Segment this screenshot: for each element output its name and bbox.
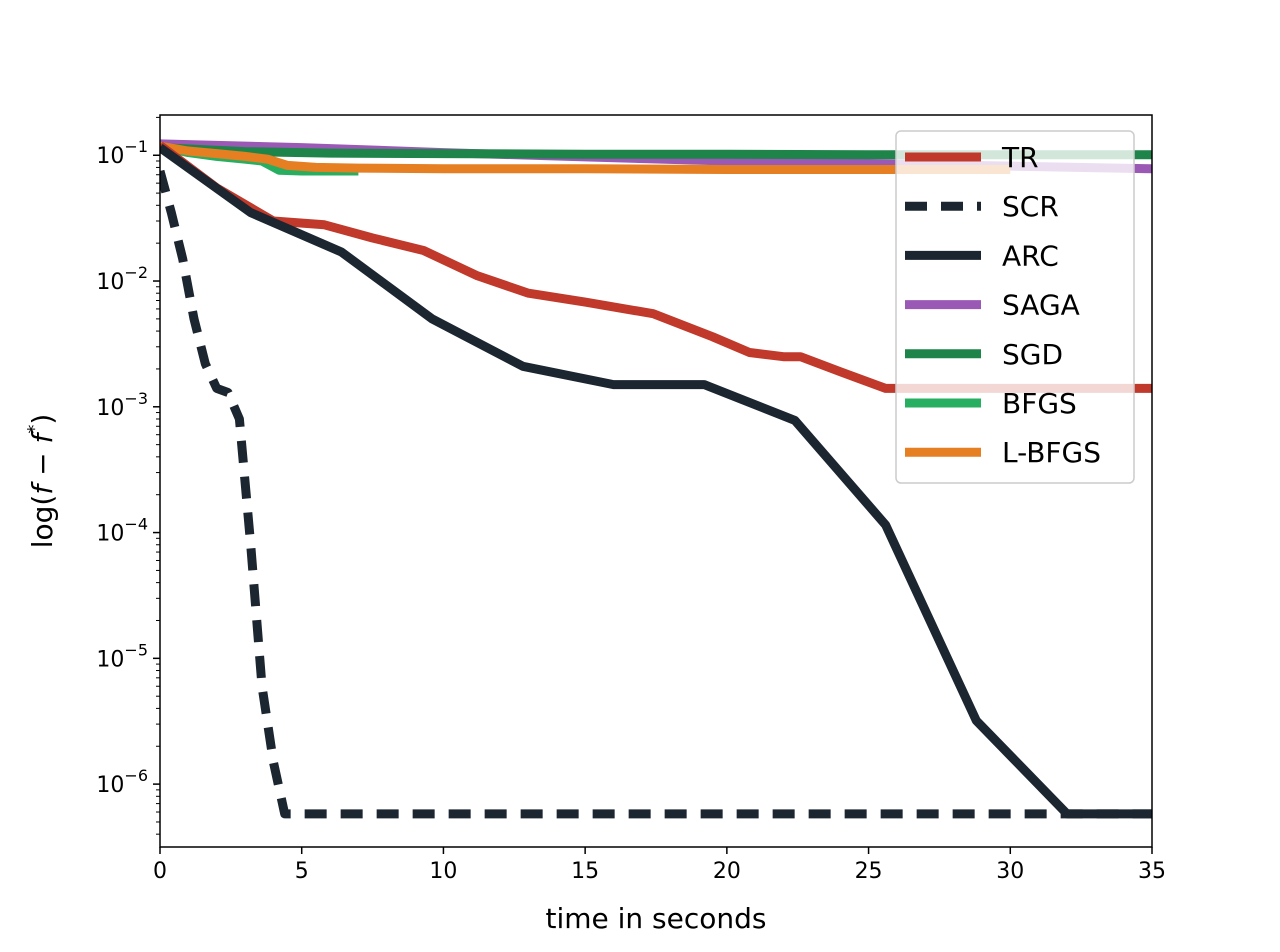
legend-label-sgd: SGD	[1002, 338, 1063, 371]
legend-label-tr: TR	[1001, 141, 1039, 174]
x-tick-label: 30	[996, 859, 1024, 884]
series-line-l-bfgs	[160, 141, 1011, 174]
x-tick-label: 20	[713, 859, 741, 884]
y-tick-label: 10−2	[96, 263, 148, 295]
x-tick-label: 15	[571, 859, 599, 884]
x-tick-label: 35	[1138, 859, 1166, 884]
y-tick-label: 10−4	[96, 515, 148, 547]
x-axis-label: time in seconds	[545, 902, 766, 935]
series-line-arc	[160, 143, 1152, 819]
legend-label-scr: SCR	[1002, 190, 1059, 223]
legend-label-l-bfgs: L-BFGS	[1002, 436, 1101, 469]
legend-box	[895, 130, 1135, 484]
legend-label-saga: SAGA	[1002, 289, 1080, 322]
legend-label-bfgs: BFGS	[1002, 387, 1077, 420]
y-tick-label: 10−5	[96, 640, 148, 672]
series-line-scr	[160, 169, 1152, 819]
x-tick-label: 10	[429, 859, 457, 884]
x-tick-label: 5	[295, 859, 309, 884]
y-axis: 10−1 10−2 10−3 10−4 10−5 10−6	[96, 116, 160, 835]
series-layer	[160, 139, 1152, 819]
x-tick-label: 0	[153, 859, 167, 884]
x-axis: 0 5 10 15 20 25 30 35	[153, 847, 1166, 884]
legend-label-arc: ARC	[1002, 239, 1059, 272]
legend: TR SCR ARC SAGA SGD BFGS L-BFGS	[895, 130, 1135, 484]
x-tick-label: 25	[855, 859, 883, 884]
y-tick-label: 10−3	[96, 389, 148, 421]
y-tick-label: 10−1	[96, 137, 148, 169]
y-axis-label: log(f − f*)	[24, 414, 59, 549]
series-line-tr	[160, 141, 1152, 393]
plot-frame	[159, 114, 1153, 848]
y-tick-label: 10−6	[96, 766, 148, 798]
